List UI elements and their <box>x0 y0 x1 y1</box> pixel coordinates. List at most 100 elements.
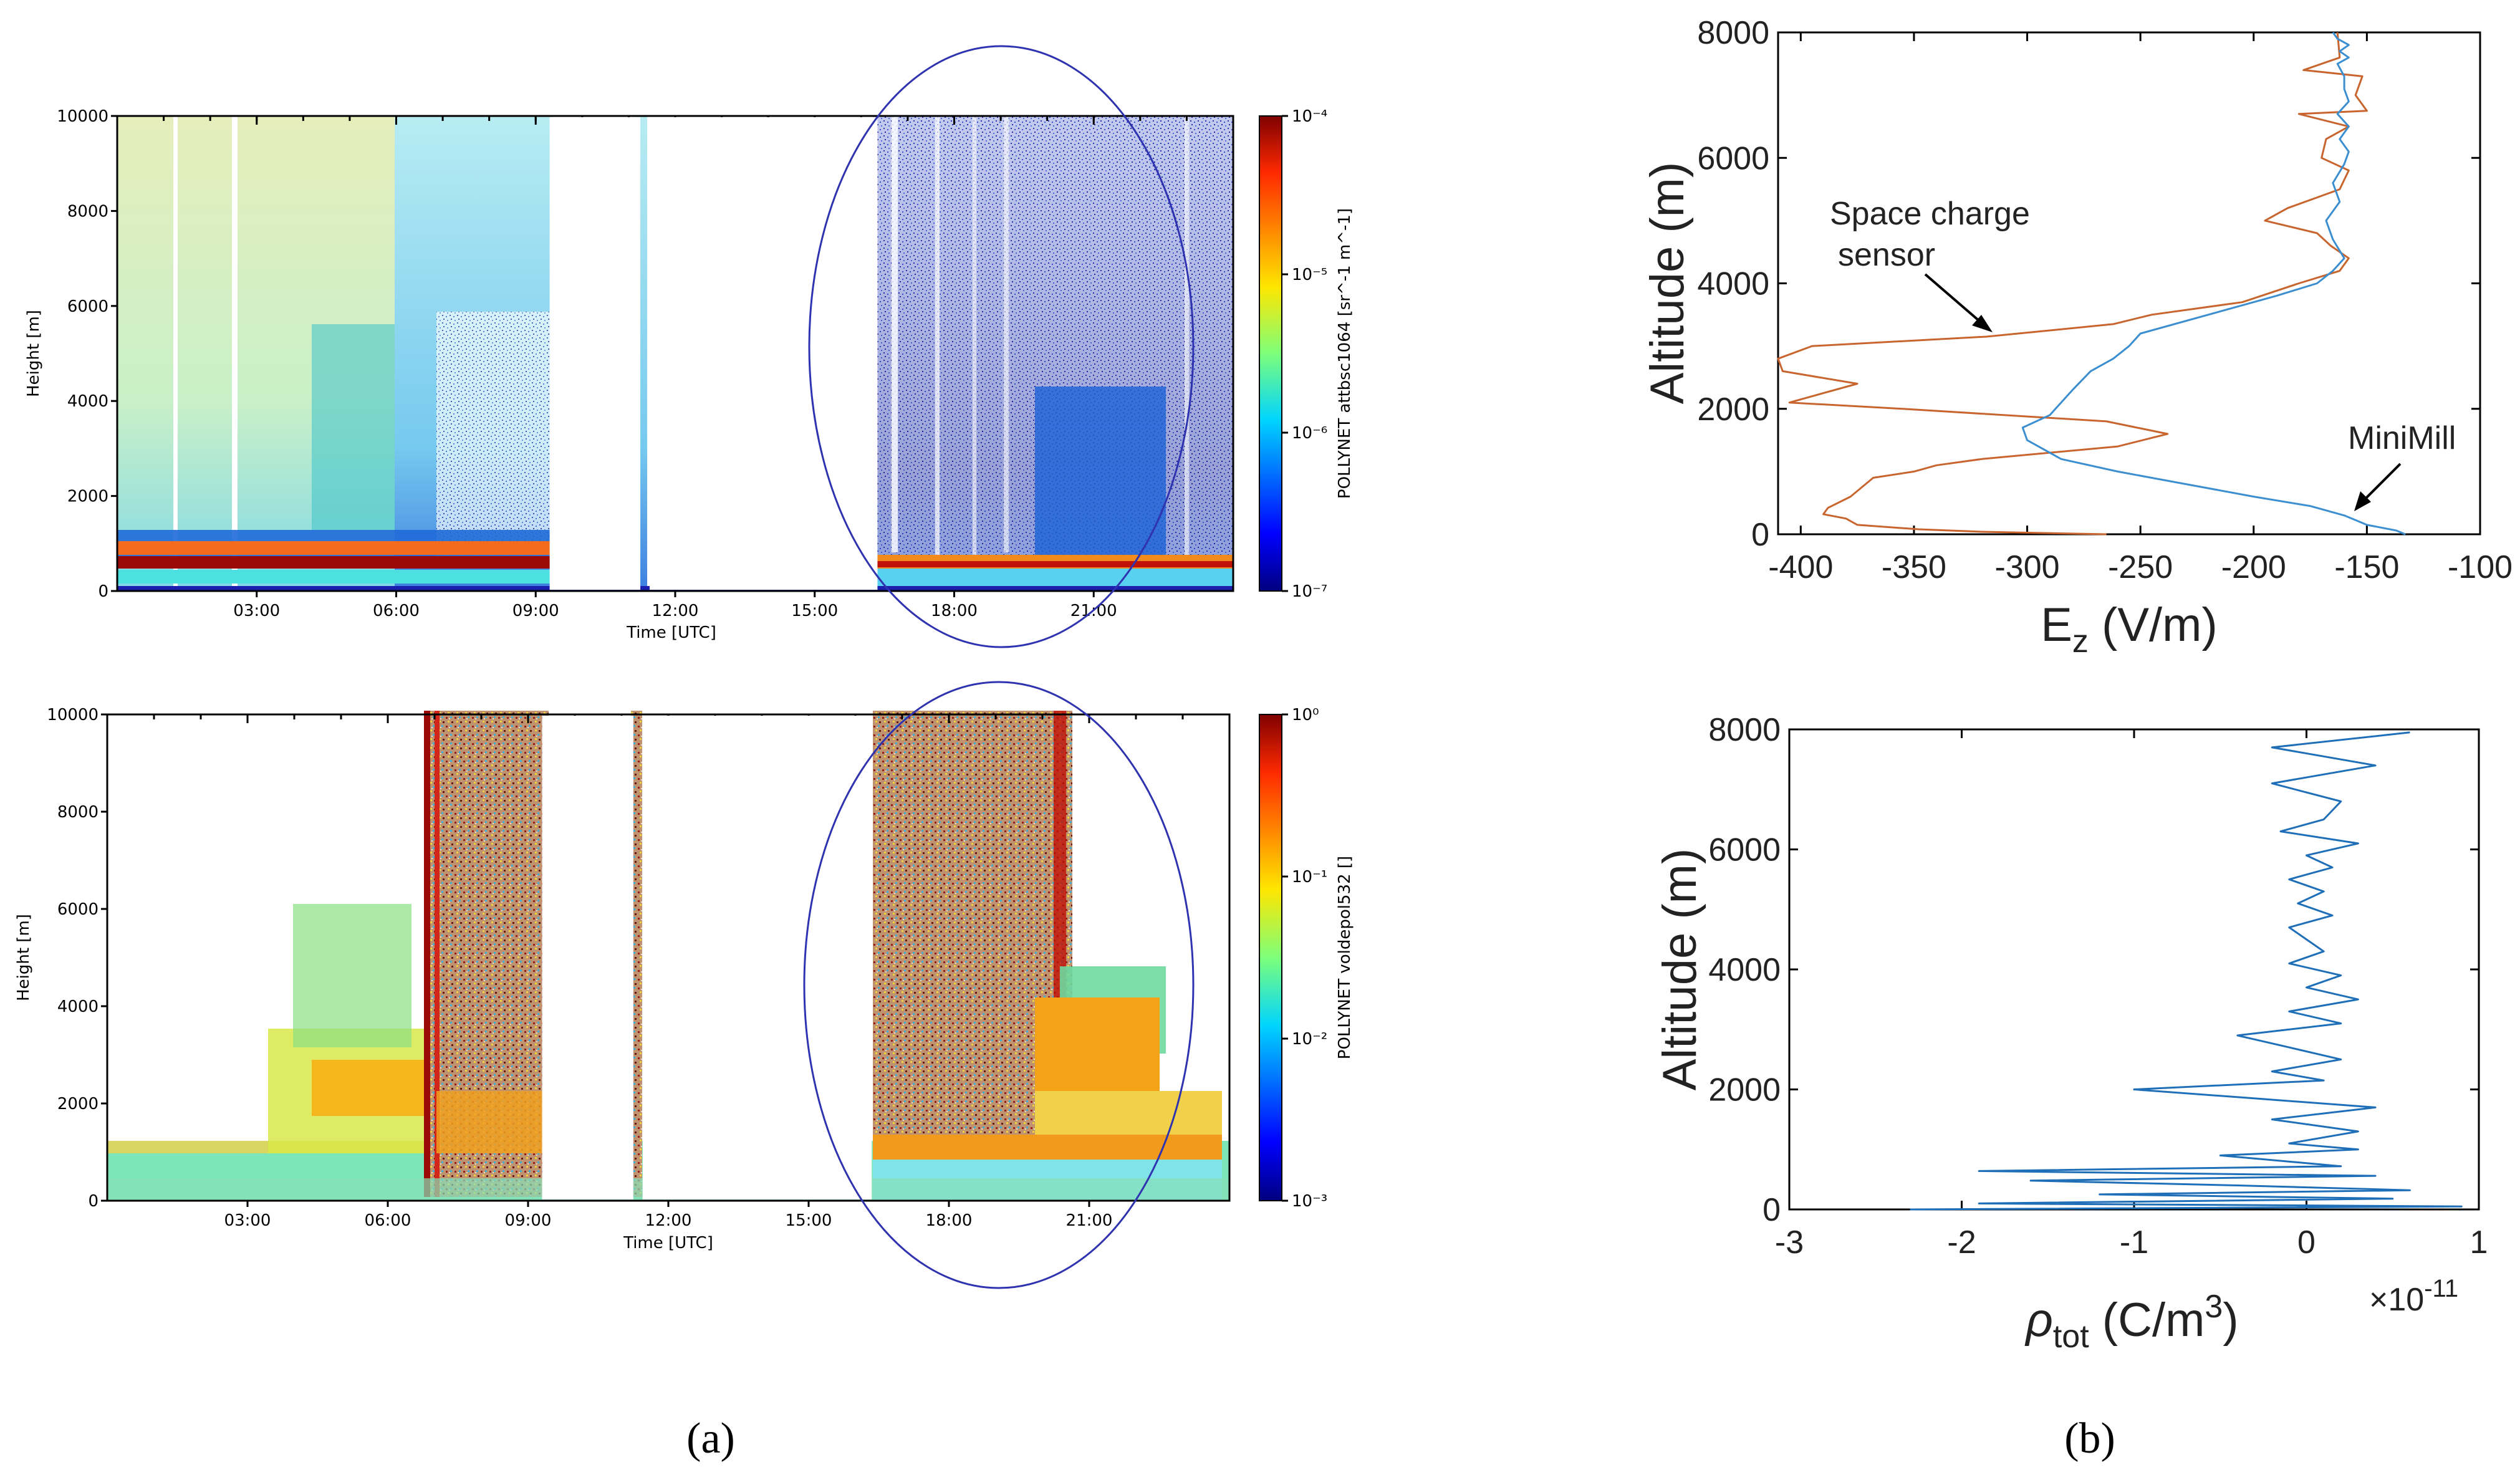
panel-attbsc: 0 2000 4000 6000 8000 10000 03:00 06:00 09:00 12… <box>24 45 1354 648</box>
ez-xlabel-unit: (V/m) <box>2089 598 2218 651</box>
arrowhead-space-charge <box>1972 315 1993 332</box>
arrowhead-minimill <box>2354 491 2371 511</box>
x-tick-label: -200 <box>2221 549 2286 585</box>
rho-xlabel-unit: (C/m <box>2089 1294 2205 1347</box>
panel-ez: -400 -350 -300 -250 -200 -150 -100 0 2000 4000 600… <box>1641 15 2513 660</box>
series-line-rho-tot <box>1910 731 2463 1211</box>
y-tick-label: 10000 <box>57 107 108 126</box>
y-tick-label: 0 <box>1763 1192 1781 1228</box>
caption-a: (a) <box>686 1415 735 1463</box>
rho-multiplier-exp: -11 <box>2424 1275 2458 1302</box>
attbsc-colorbar <box>1259 115 1282 592</box>
x-tick-label: -150 <box>2334 549 2399 585</box>
voldepol-colorbar <box>1259 714 1282 1201</box>
x-tick-label: 12:00 <box>645 1211 692 1230</box>
x-tick-label: 06:00 <box>373 602 420 620</box>
rho-axes: -3 -2 -1 0 1 0 2000 4000 6000 8000 <box>1708 712 2488 1261</box>
x-tick-label: 0 <box>2297 1224 2316 1261</box>
x-tick-label: 15:00 <box>786 1211 832 1230</box>
ez-xlabel-sub: z <box>2072 623 2089 660</box>
caption-b: (b) <box>2064 1415 2115 1463</box>
attbsc-colorbar-label: POLLYNET attbsc1064 [sr^-1 m^-1] <box>1335 208 1354 499</box>
x-tick-label: -3 <box>1775 1224 1804 1261</box>
voldepol-x-axis: 03:00 06:00 09:00 12:00 15:00 18:00 21:00 <box>106 714 1231 1230</box>
attbsc-colorbar-ticks: 10⁻⁴ 10⁻⁵ 10⁻⁶ 10⁻⁷ <box>1282 107 1327 601</box>
data-gap <box>549 117 641 590</box>
voldepol-y-axis: 0 2000 4000 6000 8000 10000 <box>47 706 107 1211</box>
x-tick-label: 21:00 <box>1066 1211 1113 1230</box>
x-tick-label: 06:00 <box>365 1211 411 1230</box>
y-tick-label: 0 <box>98 582 108 601</box>
y-tick-label: 4000 <box>1697 266 1769 302</box>
y-tick-label: 6000 <box>1697 140 1769 176</box>
x-tick-label: 09:00 <box>505 1211 552 1230</box>
attbsc-xlabel: Time [UTC] <box>626 623 716 642</box>
colorbar-tick-label: 10⁻⁵ <box>1292 266 1327 284</box>
voldepol-ylabel: Height [m] <box>14 914 33 1001</box>
rho-xlabel-sym: ρ <box>2024 1294 2053 1347</box>
voldepol-colorbar-label: POLLYNET voldepol532 [] <box>1335 856 1354 1059</box>
x-tick-label: -2 <box>1947 1224 1976 1261</box>
y-tick-label: 0 <box>1751 517 1769 553</box>
x-tick-label: -100 <box>2448 549 2513 585</box>
y-tick-label: 4000 <box>67 392 108 411</box>
y-tick-label: 0 <box>88 1192 99 1211</box>
annotation-space-charge: Space charge <box>1830 196 2030 232</box>
annotation-space-charge-2: sensor <box>1838 237 1935 273</box>
attbsc-y-axis: 0 2000 4000 6000 8000 10000 <box>57 107 117 601</box>
x-tick-label: 15:00 <box>791 602 838 620</box>
series-line-space-charge-sensor <box>1777 32 2368 536</box>
rho-xlabel-sub: tot <box>2053 1319 2089 1355</box>
attbsc-image <box>117 116 1233 591</box>
x-tick-label: 09:00 <box>512 602 559 620</box>
series-line-minimill <box>2021 32 2406 536</box>
rho-xlabel-close: ) <box>2223 1294 2238 1347</box>
y-tick-label: 8000 <box>67 202 108 221</box>
x-tick-label: -250 <box>2108 549 2173 585</box>
x-tick-label: 12:00 <box>652 602 699 620</box>
rho-xlabel: ρtot (C/m3) <box>2024 1289 2238 1355</box>
y-tick-label: 2000 <box>1697 392 1769 428</box>
voldepol-colorbar-ticks: 10⁰ 10⁻¹ 10⁻² 10⁻³ <box>1282 706 1327 1211</box>
x-tick-label: -1 <box>2120 1224 2148 1261</box>
rho-xlabel-sup: 3 <box>2205 1289 2223 1325</box>
y-tick-label: 2000 <box>67 488 108 506</box>
ez-series <box>1777 32 2406 536</box>
ez-xlabel-sym: E <box>2041 598 2072 651</box>
y-tick-label: 2000 <box>57 1095 99 1113</box>
rho-ylabel: Altitude (m) <box>1653 848 1706 1091</box>
data-gap <box>642 716 872 1199</box>
colorbar-tick-label: 10⁻⁷ <box>1292 582 1327 601</box>
y-tick-label: 4000 <box>57 997 99 1016</box>
panel-voldepol: 0 2000 4000 6000 8000 10000 03:00 06:00 09:00 12… <box>14 681 1354 1289</box>
ez-xlabel: Ez (V/m) <box>2041 598 2218 660</box>
y-tick-label: 8000 <box>1708 712 1781 748</box>
x-tick-label: 03:00 <box>224 1211 271 1230</box>
colorbar-tick-label: 10⁻¹ <box>1292 868 1327 887</box>
y-tick-label: 10000 <box>47 706 99 724</box>
x-tick-label: 18:00 <box>931 602 978 620</box>
y-tick-label: 6000 <box>67 297 108 316</box>
data-gap <box>542 716 633 1199</box>
x-tick-label: 1 <box>2470 1224 2488 1261</box>
rho-multiplier: ×10-11 <box>2369 1275 2458 1318</box>
colorbar-tick-label: 10⁻⁶ <box>1292 424 1327 443</box>
panel-rho: -3 -2 -1 0 1 0 2000 4000 6000 8000 Altitude (m) ρ… <box>1653 712 2488 1355</box>
attbsc-highlight-ellipse <box>808 45 1195 648</box>
voldepol-xlabel: Time [UTC] <box>623 1234 713 1252</box>
ez-ylabel: Altitude (m) <box>1641 162 1694 405</box>
colorbar-tick-label: 10⁻³ <box>1292 1192 1327 1211</box>
voldepol-highlight-ellipse <box>803 681 1195 1289</box>
rho-series <box>1910 731 2463 1211</box>
x-tick-label: 18:00 <box>926 1211 973 1230</box>
y-tick-label: 4000 <box>1708 952 1781 988</box>
colorbar-tick-label: 10⁻² <box>1292 1030 1327 1049</box>
x-tick-label: -350 <box>1882 549 1946 585</box>
y-tick-label: 2000 <box>1708 1072 1781 1108</box>
x-tick-label: 03:00 <box>233 602 280 620</box>
y-tick-label: 6000 <box>1708 832 1781 868</box>
rho-multiplier-base: ×10 <box>2369 1282 2424 1318</box>
ez-axes: -400 -350 -300 -250 -200 -150 -100 0 2000 4000 600… <box>1697 15 2513 585</box>
y-tick-label: 8000 <box>1697 15 1769 51</box>
